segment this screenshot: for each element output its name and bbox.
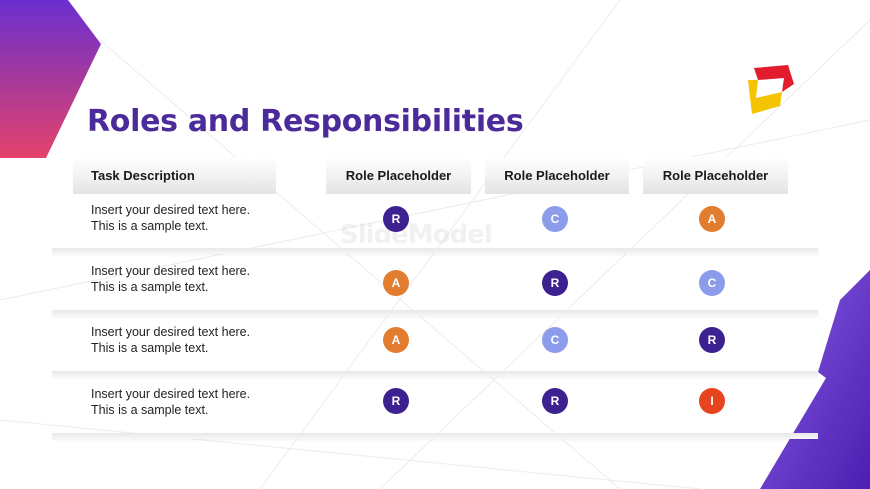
role-badge: R <box>542 270 568 296</box>
top-left-chevron <box>0 0 101 158</box>
role-badge: R <box>542 388 568 414</box>
role-badge: R <box>699 327 725 353</box>
watermark: SlideModel <box>340 220 493 250</box>
task-text-line: This is a sample text. <box>91 219 209 233</box>
row-separator <box>52 433 818 439</box>
row-separator <box>52 310 818 316</box>
slide-title: Roles and Responsibilities <box>87 104 524 139</box>
task-description-cell: Insert your desired text here. This is a… <box>91 202 291 234</box>
task-text-line: Insert your desired text here. <box>91 387 251 401</box>
role-badge: A <box>699 206 725 232</box>
bottom-right-shape <box>760 270 870 489</box>
role-badge: C <box>699 270 725 296</box>
header-task-description: Task Description <box>73 157 276 194</box>
role-badge: C <box>542 327 568 353</box>
row-separator <box>52 371 818 377</box>
task-text-line: Insert your desired text here. <box>91 264 251 278</box>
task-text-line: This is a sample text. <box>91 280 209 294</box>
header-role-3: Role Placeholder <box>643 157 788 194</box>
header-role-1: Role Placeholder <box>326 157 471 194</box>
task-text-line: Insert your desired text here. <box>91 325 251 339</box>
task-description-cell: Insert your desired text here. This is a… <box>91 324 291 356</box>
role-badge: A <box>383 327 409 353</box>
role-badge: A <box>383 270 409 296</box>
role-badge: R <box>383 388 409 414</box>
role-badge: R <box>383 206 409 232</box>
role-badge: I <box>699 388 725 414</box>
task-description-cell: Insert your desired text here. This is a… <box>91 263 291 295</box>
task-text-line: This is a sample text. <box>91 341 209 355</box>
task-description-cell: Insert your desired text here. This is a… <box>91 386 291 418</box>
logo-icon <box>748 65 794 114</box>
header-role-2: Role Placeholder <box>485 157 629 194</box>
row-separator <box>52 248 818 254</box>
role-badge: C <box>542 206 568 232</box>
task-text-line: This is a sample text. <box>91 403 209 417</box>
task-text-line: Insert your desired text here. <box>91 203 251 217</box>
